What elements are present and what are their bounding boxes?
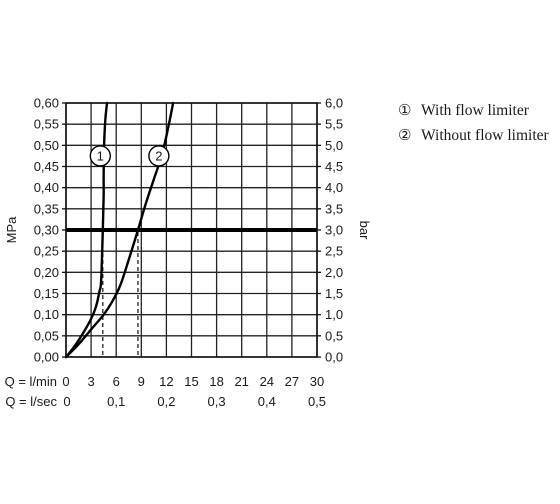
y-tick-label-right: 1,0 — [325, 307, 343, 322]
x-tick-label-lmin: 18 — [209, 374, 223, 389]
y-tick-label-right: 4,0 — [325, 180, 343, 195]
x-tick-label-lmin: 9 — [138, 374, 145, 389]
curve-marker-label: 1 — [97, 148, 104, 163]
plot-frame — [62, 102, 321, 358]
y-tick-label-left: 0,35 — [34, 201, 59, 216]
legend-label-without-limiter: Without flow limiter — [421, 127, 550, 144]
legend-item-without-limiter: ② Without flow limiter — [398, 126, 550, 144]
x-tick-label-lsec: 0,1 — [107, 394, 125, 409]
x-tick-label-lsec: 0,2 — [157, 394, 175, 409]
y-tick-label-left: 0,45 — [34, 159, 59, 174]
x-tick-label-lmin: 21 — [234, 374, 248, 389]
x-tick-label-lmin: 0 — [62, 374, 69, 389]
y-tick-label-right: 0,0 — [325, 350, 343, 365]
y-tick-label-right: 6,0 — [325, 96, 343, 111]
y-tick-label-right: 2,0 — [325, 265, 343, 280]
y-tick-label-right: 0,5 — [325, 328, 343, 343]
y-tick-label-left: 0,25 — [34, 244, 59, 259]
y-axis-label-left: MPa — [4, 216, 19, 244]
y-axis-label-right: bar — [357, 221, 372, 240]
y-tick-label-right: 4,5 — [325, 159, 343, 174]
y-tick-label-right: 5,5 — [325, 117, 343, 132]
x-tick-label-lmin: 30 — [310, 374, 324, 389]
y-tick-label-right: 3,0 — [325, 223, 343, 238]
y-tick-label-right: 1,5 — [325, 286, 343, 301]
x-tick-label-lsec: 0,5 — [308, 394, 326, 409]
legend-label-with-limiter: With flow limiter — [421, 102, 530, 119]
y-tick-label-left: 0,40 — [34, 180, 59, 195]
y-tick-label-left: 0,20 — [34, 265, 59, 280]
x-tick-label-lsec: 0,4 — [258, 394, 276, 409]
x-tick-label-lsec: 0 — [63, 394, 70, 409]
legend-marker-1: ① — [398, 101, 411, 119]
y-tick-label-left: 0,60 — [34, 96, 59, 111]
x-tick-label-lsec: 0,3 — [208, 394, 226, 409]
x-tick-label-lmin: 12 — [159, 374, 173, 389]
legend-marker-2: ② — [398, 126, 411, 144]
curve-marker-2: 2 — [148, 145, 170, 167]
curve-marker-label: 2 — [155, 148, 162, 163]
y-tick-label-left: 0,15 — [34, 286, 59, 301]
series-line-1 — [64, 101, 109, 359]
y-tick-label-right: 5,0 — [325, 138, 343, 153]
curve-marker-circle — [148, 145, 170, 167]
y-tick-label-left: 0,10 — [34, 307, 59, 322]
y-tick-label-right: 3,5 — [325, 201, 343, 216]
legend-item-with-limiter: ① With flow limiter — [398, 101, 530, 119]
x-axis-label-lsec: Q = l/sec — [5, 394, 57, 409]
x-tick-label-lmin: 6 — [113, 374, 120, 389]
x-axis-label-lmin: Q = l/min — [5, 374, 57, 389]
tick-labels: 0,00 0,00,05 0,50,10 1,00,15 1,50,20 2,00,25 2… — [34, 96, 343, 410]
y-tick-label-right: 2,5 — [325, 244, 343, 259]
y-tick-label-left: 0,30 — [34, 223, 59, 238]
legend: ① With flow limiter ② Without flow limit… — [398, 101, 550, 144]
reference-line-group — [66, 228, 317, 357]
y-tick-label-left: 0,05 — [34, 328, 59, 343]
x-tick-label-lmin: 15 — [184, 374, 198, 389]
x-tick-label-lmin: 27 — [285, 374, 299, 389]
y-tick-label-left: 0,50 — [34, 138, 59, 153]
x-tick-label-lmin: 24 — [260, 374, 274, 389]
y-tick-label-left: 0,00 — [34, 350, 59, 365]
curve-marker-circle — [89, 145, 112, 167]
y-tick-label-left: 0,55 — [34, 117, 59, 132]
curve-marker-1: 1 — [89, 145, 112, 167]
x-tick-label-lmin: 3 — [87, 374, 94, 389]
